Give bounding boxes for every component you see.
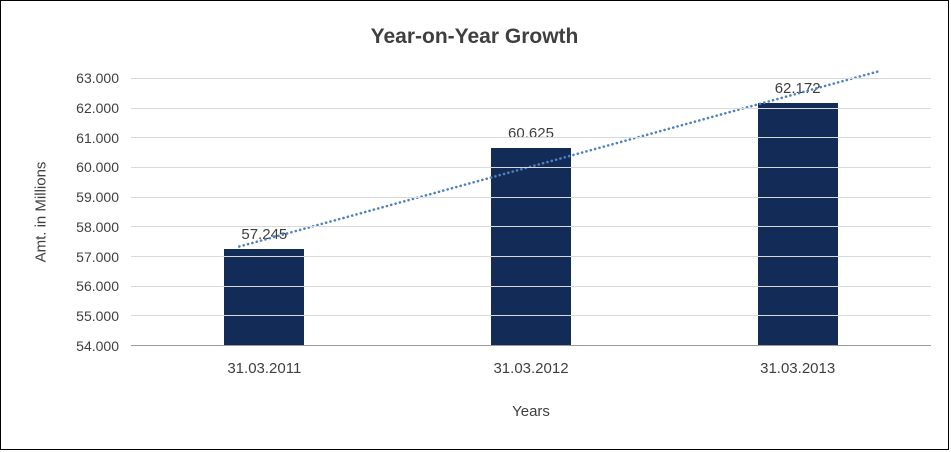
gridline [131,107,931,109]
gridline [131,315,931,317]
gridline [131,137,931,139]
plot-area: 57.245 60.625 62.172 [131,70,931,346]
y-tick-label: 56.000 [76,278,119,295]
x-axis-tick-labels: 31.03.2011 31.03.2012 31.03.2013 [131,360,931,380]
y-tick-label: 55.000 [76,308,119,325]
gridline [131,167,931,168]
y-tick-label: 60.000 [76,159,119,176]
chart-title: Year-on-Year Growth [370,25,579,48]
x-tick-label: 31.03.2012 [493,360,569,377]
y-tick-label: 54.000 [76,338,119,354]
y-tick-label: 61.000 [76,129,119,146]
gridline [131,196,931,198]
y-tick-label: 63.000 [76,70,119,86]
bar [224,248,305,345]
gridline [131,226,931,228]
bar-value-label: 60.625 [508,125,554,143]
y-tick-label: 57.000 [76,248,119,265]
y-tick-label: 59.000 [76,189,119,206]
bar-value-label: 62.172 [774,79,821,97]
bar [757,102,838,345]
gridline [131,78,931,79]
bar-value-label: 57.245 [241,225,288,243]
gridline [131,285,931,287]
y-tick-label: 62.000 [76,99,119,116]
x-tick-label: 31.03.2013 [760,360,836,377]
x-tick-label: 31.03.2011 [227,360,302,377]
gridline [131,256,931,257]
y-tick-label: 58.000 [76,218,119,235]
y-axis-tick-labels: 63.000 62.000 61.000 60.000 59.000 58.000 57.0… [1,70,119,354]
x-axis-title: Years [512,403,550,420]
